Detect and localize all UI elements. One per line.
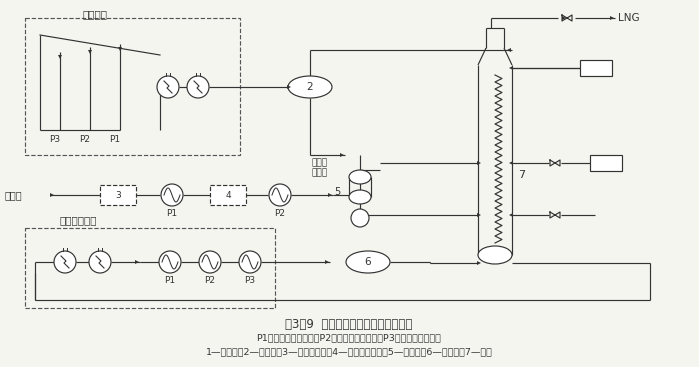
Polygon shape [477, 161, 481, 165]
Polygon shape [477, 213, 481, 217]
Text: LNG: LNG [618, 13, 640, 23]
Circle shape [157, 76, 179, 98]
Polygon shape [340, 153, 344, 157]
Text: P2: P2 [205, 276, 215, 285]
Text: 6: 6 [365, 257, 371, 267]
Polygon shape [610, 16, 614, 20]
Circle shape [269, 184, 291, 206]
Bar [580, 60, 612, 76]
Text: 7: 7 [518, 170, 525, 180]
Text: 1—冷却器；2—储集罐；3—预处理单元；4—气体干燥单元；5—分馏塔；6—分离器；7—冷箱: 1—冷却器；2—储集罐；3—预处理单元；4—气体干燥单元；5—分馏塔；6—分离器… [206, 347, 492, 356]
Polygon shape [58, 55, 62, 59]
Bar [25, 18, 240, 155]
Ellipse shape [346, 251, 390, 273]
Text: P1: P1 [166, 209, 178, 218]
Bar [100, 185, 136, 205]
Bar [590, 155, 622, 171]
Text: P2: P2 [80, 135, 90, 145]
Text: P1: P1 [110, 135, 120, 145]
Polygon shape [562, 16, 566, 20]
Polygon shape [135, 260, 139, 264]
Text: 3: 3 [115, 190, 121, 200]
Text: 4: 4 [225, 190, 231, 200]
Ellipse shape [478, 246, 512, 264]
Text: P2: P2 [275, 209, 285, 218]
Polygon shape [507, 48, 511, 52]
Circle shape [187, 76, 209, 98]
Circle shape [54, 251, 76, 273]
Ellipse shape [349, 190, 371, 204]
Text: 原料气: 原料气 [5, 190, 22, 200]
Circle shape [351, 209, 369, 227]
Text: P3: P3 [245, 276, 256, 285]
Text: 混合冷剂系统: 混合冷剂系统 [60, 215, 97, 225]
Circle shape [161, 184, 183, 206]
Polygon shape [287, 85, 291, 89]
Polygon shape [509, 213, 513, 217]
Bar [210, 185, 246, 205]
Text: P1－高压丙烷蒸发器；P2－中压丙烷蒸发器；P3－低压丙烷蒸发器: P1－高压丙烷蒸发器；P2－中压丙烷蒸发器；P3－低压丙烷蒸发器 [257, 333, 442, 342]
Polygon shape [118, 47, 122, 51]
Ellipse shape [288, 76, 332, 98]
Text: P3: P3 [50, 135, 61, 145]
Text: 图3－9  丙烷预冷混合冷剂液化流程图: 图3－9 丙烷预冷混合冷剂液化流程图 [285, 318, 412, 331]
Polygon shape [477, 261, 481, 265]
Polygon shape [509, 66, 513, 70]
Circle shape [159, 251, 181, 273]
Ellipse shape [349, 170, 371, 184]
Text: 5: 5 [334, 187, 340, 197]
Polygon shape [50, 193, 54, 197]
Polygon shape [325, 260, 329, 264]
Circle shape [89, 251, 111, 273]
Text: 丙烷系统: 丙烷系统 [82, 9, 108, 19]
Polygon shape [88, 50, 92, 54]
Text: 2: 2 [307, 82, 313, 92]
Bar [25, 228, 275, 308]
Polygon shape [509, 161, 513, 165]
Polygon shape [328, 193, 332, 197]
Circle shape [239, 251, 261, 273]
Circle shape [199, 251, 221, 273]
Text: P1: P1 [164, 276, 175, 285]
Text: 去丙烷
蒸发器: 去丙烷 蒸发器 [312, 158, 328, 177]
